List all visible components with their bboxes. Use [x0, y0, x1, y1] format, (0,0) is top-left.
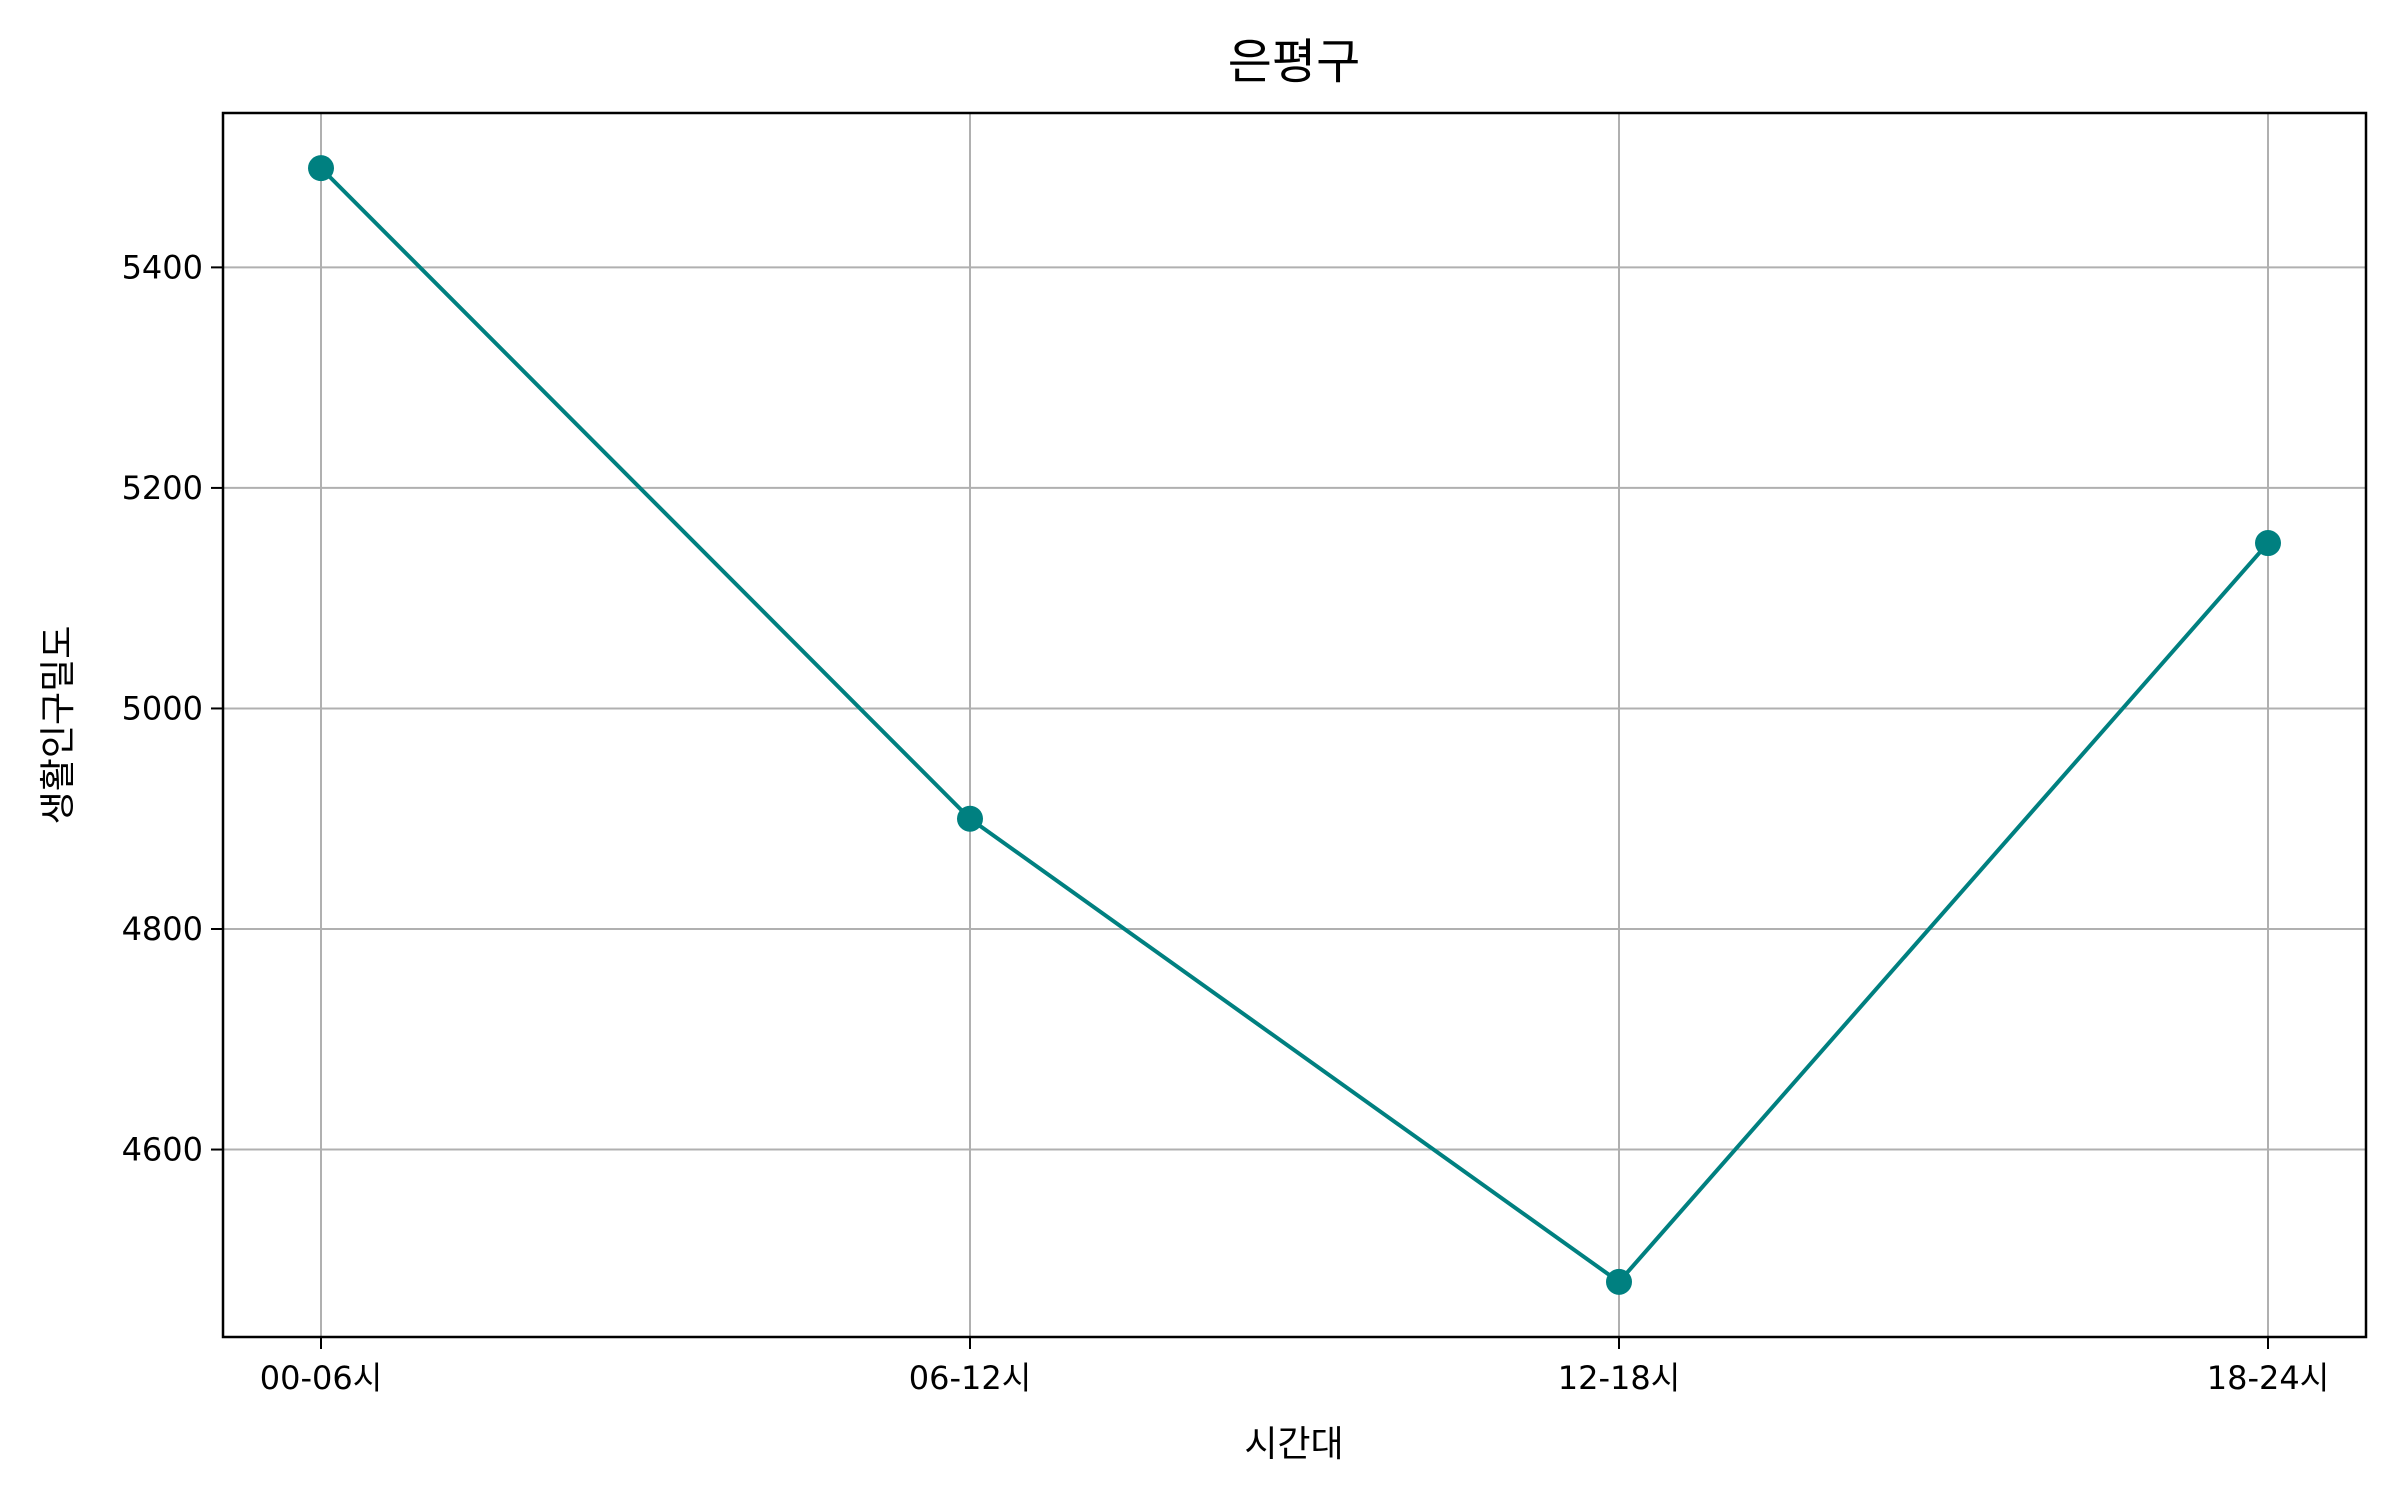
- data-point-marker: [957, 805, 983, 832]
- chart-title: 은평구: [1228, 34, 1360, 90]
- x-tick-label: 00-06시: [260, 1359, 382, 1397]
- plot-frame: [221, 111, 2368, 1339]
- grid-lines: [223, 113, 2366, 1337]
- y-tick-label: 5200: [122, 469, 203, 507]
- y-axis-label: 생활인구밀도: [38, 626, 79, 825]
- data-point-marker: [1606, 1268, 1632, 1295]
- series-line: [319, 166, 2270, 1284]
- data-point-marker: [308, 155, 334, 182]
- data-point-marker: [2255, 530, 2281, 557]
- x-axis-label: 시간대: [1244, 1424, 1343, 1465]
- y-tick-label: 5400: [122, 248, 203, 286]
- y-tick-label: 5000: [122, 689, 203, 727]
- axis-ticks: 00-06시 06-12시 12-18시 18-24시 4600 4800 5000 5200…: [122, 248, 2330, 1397]
- y-tick-label: 4800: [122, 910, 203, 948]
- x-tick-label: 06-12시: [909, 1359, 1031, 1397]
- series-layer: [308, 155, 2281, 1295]
- x-tick-label: 12-18시: [1558, 1359, 1680, 1397]
- x-tick-label: 18-24시: [2207, 1359, 2329, 1397]
- y-tick-label: 4600: [122, 1131, 203, 1169]
